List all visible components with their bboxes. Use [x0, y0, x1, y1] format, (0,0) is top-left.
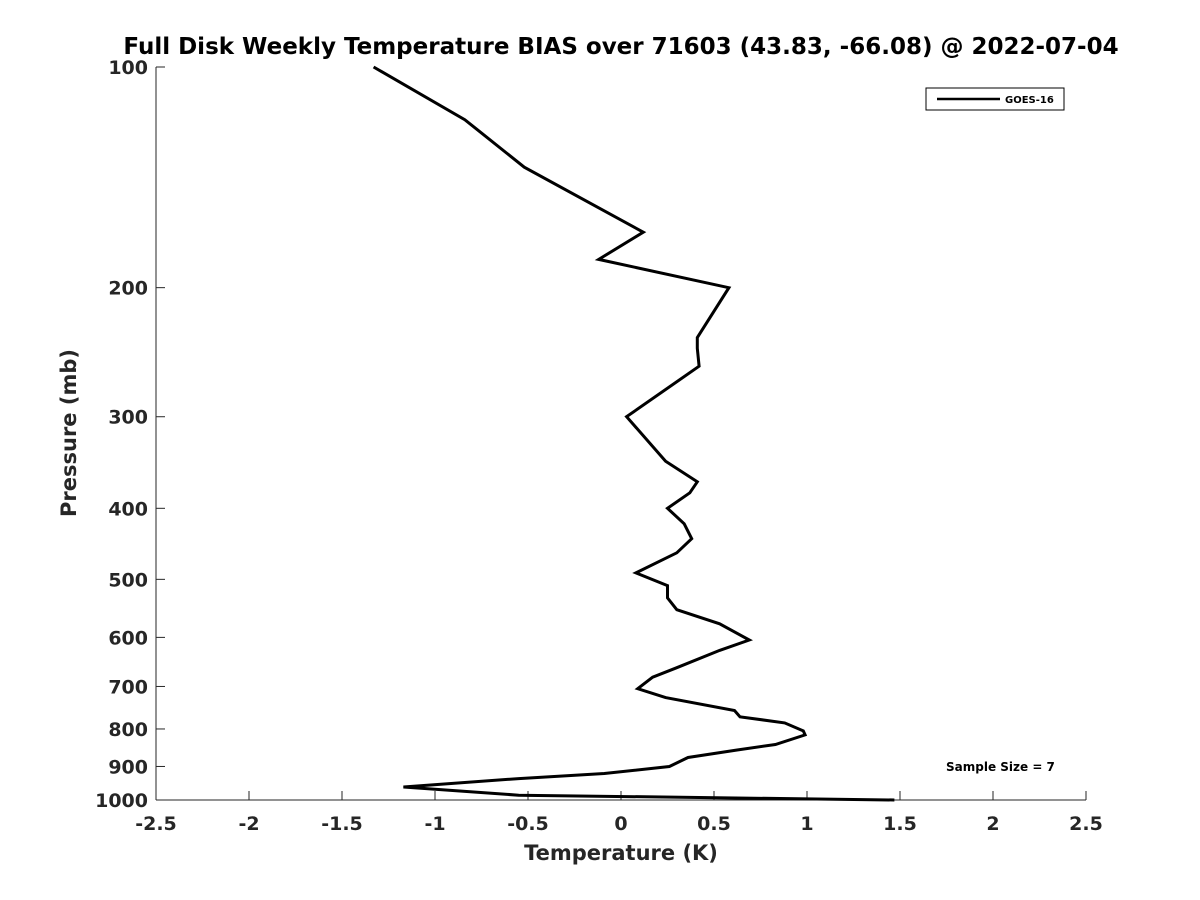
y-tick-label: 400: [108, 498, 148, 520]
x-tick-label: 0.5: [697, 813, 731, 835]
y-tick-label: 1000: [95, 790, 148, 812]
y-tick-label: 300: [108, 407, 148, 429]
y-tick-label: 600: [108, 627, 148, 649]
legend-label-goes-16: GOES-16: [1005, 95, 1054, 106]
x-tick-label: -2: [238, 813, 259, 835]
y-axis-label: Pressure (mb): [57, 349, 81, 517]
x-tick-label: 1: [800, 813, 813, 835]
series-line-goes-16: [372, 65, 895, 802]
y-tick-label: 900: [108, 756, 148, 778]
x-tick-label: -0.5: [507, 813, 549, 835]
chart-title: Full Disk Weekly Temperature BIAS over 7…: [123, 34, 1118, 60]
y-tick-label: 500: [108, 569, 148, 591]
y-axis-ticks: 100 200 300 400 500 600 700 800 900 1000: [95, 57, 165, 812]
x-axis-ticks: -2.5 -2 -1.5 -1 -0.5 0 0.5 1 1.5 2 2.5: [135, 791, 1103, 835]
x-axis-label: Temperature (K): [524, 841, 718, 865]
sample-size-annotation: Sample Size = 7: [946, 760, 1055, 774]
x-tick-label: 2: [986, 813, 999, 835]
y-tick-label: 700: [108, 676, 148, 698]
series-layer: [372, 65, 895, 802]
x-tick-label: 0: [614, 813, 627, 835]
y-tick-label: 800: [108, 719, 148, 741]
x-tick-label: 1.5: [883, 813, 917, 835]
x-tick-label: -1.5: [321, 813, 363, 835]
legend: GOES-16: [925, 87, 1065, 111]
x-tick-label: -2.5: [135, 813, 177, 835]
x-tick-label: -1: [424, 813, 445, 835]
y-tick-label: 100: [108, 57, 148, 79]
y-tick-label: 200: [108, 278, 148, 300]
x-tick-label: 2.5: [1069, 813, 1103, 835]
